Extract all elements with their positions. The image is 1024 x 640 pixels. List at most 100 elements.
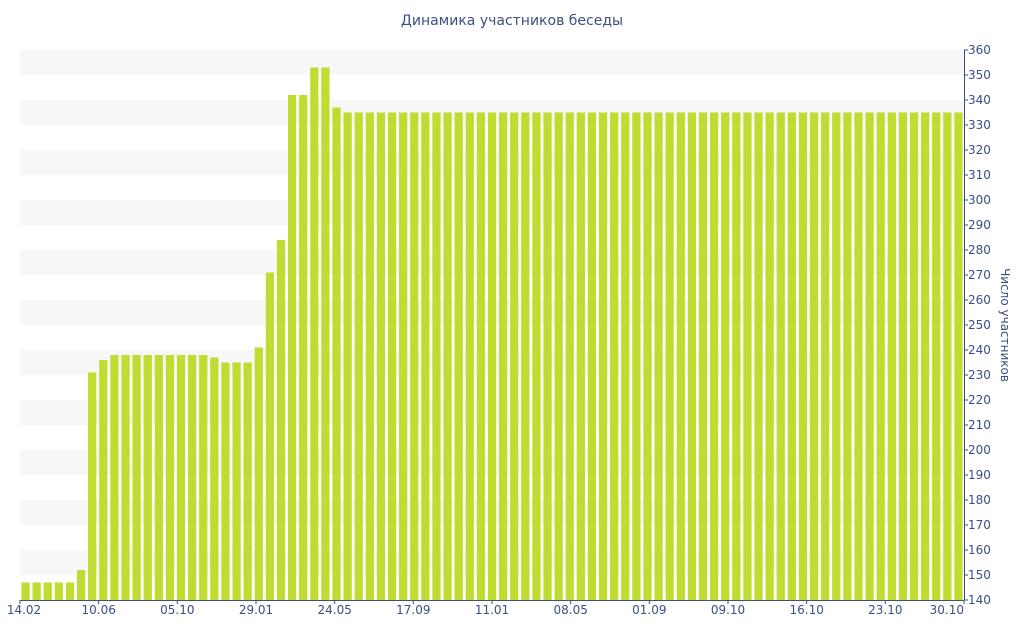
x-tick-label: 11.01	[475, 603, 509, 617]
bar	[643, 112, 652, 600]
bar	[232, 362, 241, 600]
bar	[476, 112, 485, 600]
bar	[543, 112, 552, 600]
bars	[21, 67, 963, 600]
bar	[932, 112, 941, 600]
bar	[332, 107, 341, 600]
bar	[687, 112, 697, 600]
bar	[698, 112, 708, 600]
bar	[32, 582, 41, 600]
bar	[243, 362, 252, 600]
bar	[710, 112, 719, 600]
y-tick-labels: 140 150 160 170 180 190 200 210 220 230 240 250 260 2…	[968, 43, 991, 607]
y-tick-label: 200	[968, 443, 991, 457]
bar	[54, 582, 63, 600]
bar	[254, 347, 263, 600]
bar	[99, 360, 108, 600]
bar	[843, 112, 852, 600]
bar	[88, 372, 97, 600]
bar	[121, 355, 130, 600]
bar	[898, 112, 908, 600]
bar	[832, 112, 841, 600]
bar	[143, 355, 152, 600]
y-tick-label: 190	[968, 468, 991, 482]
bar	[721, 112, 730, 600]
bar	[310, 67, 319, 600]
y-tick-label: 270	[968, 268, 991, 282]
x-tick-label: 29.01	[239, 603, 273, 617]
y-tick-label: 210	[968, 418, 991, 432]
bar	[65, 582, 75, 600]
bar	[465, 112, 474, 600]
y-tick-label: 330	[968, 118, 991, 132]
bar	[587, 112, 597, 600]
bar	[665, 112, 674, 600]
bar	[43, 582, 52, 600]
bar	[876, 112, 885, 600]
bar	[921, 112, 930, 600]
bar	[343, 112, 352, 600]
bar	[943, 112, 952, 600]
bar	[154, 355, 163, 600]
bar	[743, 112, 752, 600]
y-tick-label: 290	[968, 218, 991, 232]
y-tick-label: 320	[968, 143, 991, 157]
bar	[499, 112, 508, 600]
bar	[21, 582, 30, 600]
x-tick-label: 30.10	[930, 603, 964, 617]
x-tick-labels: 14.02 10.06 05.10 29.01 24.05 17.09 11.01 08.05…	[7, 603, 964, 617]
y-tick-label: 140	[968, 593, 991, 607]
y-tick-label: 360	[968, 43, 991, 57]
y-tick-label: 240	[968, 343, 991, 357]
x-tick-label: 09.10	[711, 603, 745, 617]
bar	[676, 112, 685, 600]
bar	[854, 112, 863, 600]
bar	[176, 355, 186, 600]
y-tick-label: 250	[968, 318, 991, 332]
bar	[110, 355, 119, 600]
bar	[188, 355, 197, 600]
x-tick-label: 16.10	[789, 603, 823, 617]
x-tick-label: 08.05	[553, 603, 587, 617]
bar	[598, 112, 608, 600]
y-tick-label: 350	[968, 68, 991, 82]
x-tick-label: 14.02	[7, 603, 41, 617]
bar	[776, 112, 785, 600]
y-tick-label: 260	[968, 293, 991, 307]
bar	[565, 112, 574, 600]
bar	[954, 112, 963, 600]
x-tick-label: 17.09	[396, 603, 430, 617]
bar	[887, 112, 896, 600]
bar	[210, 357, 219, 600]
bar	[621, 112, 630, 600]
y-tick-label: 230	[968, 368, 991, 382]
bar	[199, 355, 208, 600]
axes	[19, 49, 968, 604]
bar	[554, 112, 563, 600]
bar	[632, 112, 641, 600]
bar	[221, 362, 230, 600]
x-tick-label: 24.05	[317, 603, 351, 617]
bar	[321, 67, 330, 600]
bar	[76, 570, 86, 600]
bar	[410, 112, 419, 600]
bar	[765, 112, 774, 600]
y-tick-label: 310	[968, 168, 991, 182]
x-tick-label: 23.10	[868, 603, 902, 617]
y-tick-label: 280	[968, 243, 991, 257]
bar	[299, 95, 308, 600]
x-tick-label: 01.09	[632, 603, 666, 617]
bar	[654, 112, 663, 600]
bar	[732, 112, 741, 600]
bar	[365, 112, 374, 600]
bar	[576, 112, 585, 600]
y-tick-label: 300	[968, 193, 991, 207]
bar	[165, 355, 175, 600]
bar	[376, 112, 386, 600]
bar	[265, 272, 274, 600]
bar	[510, 112, 519, 600]
bar	[276, 240, 286, 600]
y-tick-label: 220	[968, 393, 991, 407]
bar	[787, 112, 796, 600]
